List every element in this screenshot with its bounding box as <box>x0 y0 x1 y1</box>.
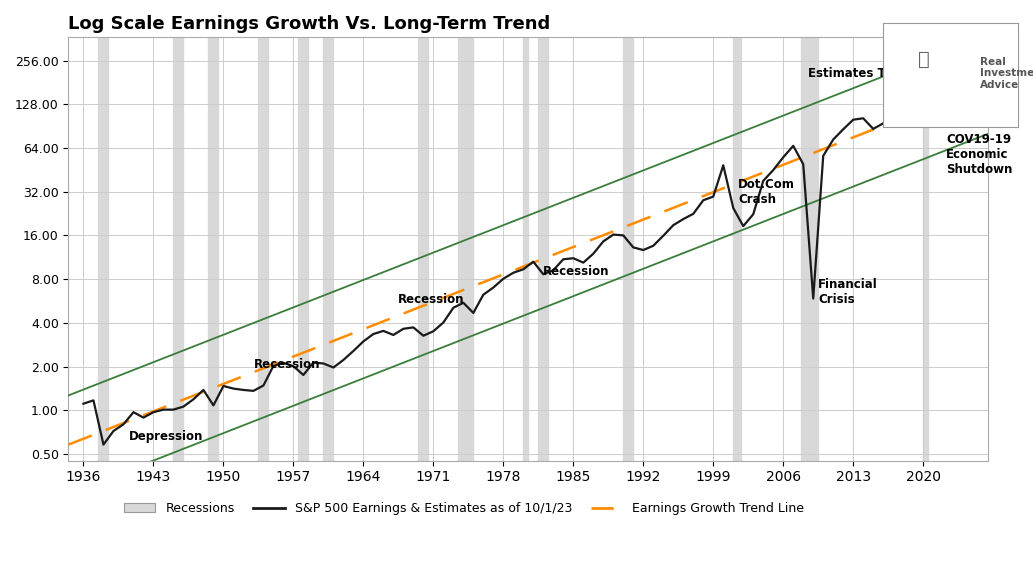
Bar <box>524 37 528 461</box>
Bar <box>924 37 929 461</box>
Text: 🦅: 🦅 <box>917 50 930 69</box>
Text: Log Scale Earnings Growth Vs. Long-Term Trend: Log Scale Earnings Growth Vs. Long-Term … <box>68 15 551 33</box>
Bar <box>623 37 633 461</box>
Bar <box>538 37 549 461</box>
Bar <box>459 37 473 461</box>
Bar <box>323 37 334 461</box>
Text: Financial
Crisis: Financial Crisis <box>818 278 878 306</box>
Text: Recession: Recession <box>543 265 609 278</box>
Text: Real
Investment
Advice: Real Investment Advice <box>980 57 1033 90</box>
Legend: Recessions, S&P 500 Earnings & Estimates as of 10/1/23, Earnings Growth Trend Li: Recessions, S&P 500 Earnings & Estimates… <box>119 497 809 520</box>
Text: COV19-19
Economic
Shutdown: COV19-19 Economic Shutdown <box>946 133 1012 175</box>
Bar <box>258 37 269 461</box>
Bar <box>209 37 218 461</box>
Text: Recession: Recession <box>399 293 465 306</box>
Bar <box>299 37 309 461</box>
Bar <box>174 37 184 461</box>
Bar <box>733 37 742 461</box>
Text: Recession: Recession <box>253 358 320 372</box>
Text: Depression: Depression <box>128 430 202 443</box>
Bar <box>98 37 108 461</box>
Bar <box>802 37 818 461</box>
Bar <box>418 37 429 461</box>
Text: Estimates Through 2025: Estimates Through 2025 <box>808 67 970 79</box>
Text: Dot.Com
Crash: Dot.Com Crash <box>739 178 795 206</box>
